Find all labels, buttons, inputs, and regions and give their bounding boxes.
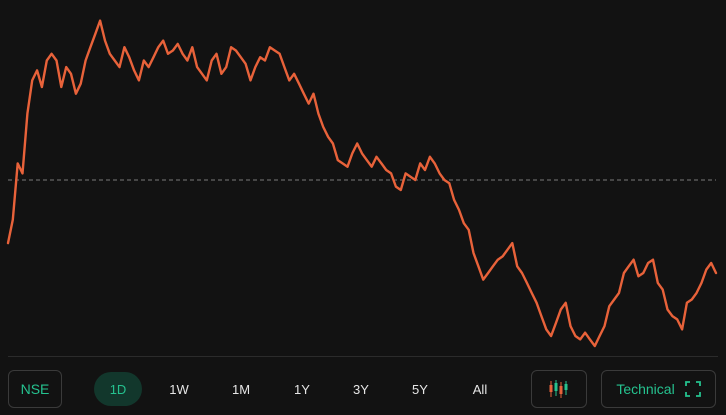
range-all-button[interactable]: All [459,372,501,406]
fullscreen-expand-icon [684,381,701,397]
range-1w-button[interactable]: 1W [158,372,200,406]
range-label: 1D [109,381,127,397]
candlestick-chart-icon [549,380,568,398]
range-label: 1M [231,381,251,397]
range-label: 1Y [294,381,310,397]
chart-toolbar: NSE 1D 1W 1M 1Y 3Y 5Y All Technical [0,357,726,415]
technical-label: Technical [616,381,675,397]
range-1d-button[interactable]: 1D [94,372,142,406]
range-label: 5Y [412,381,428,397]
range-1m-button[interactable]: 1M [220,372,262,406]
price-chart[interactable] [0,0,726,355]
technical-chart-button[interactable]: Technical [601,370,716,408]
range-1y-button[interactable]: 1Y [281,372,323,406]
range-label: All [472,381,488,397]
price-line[interactable] [6,19,718,348]
exchange-label: NSE [20,381,50,397]
range-5y-button[interactable]: 5Y [399,372,441,406]
exchange-button[interactable]: NSE [8,370,62,408]
range-label: 1W [169,381,189,397]
toolbar-divider [8,356,718,357]
range-3y-button[interactable]: 3Y [340,372,382,406]
range-label: 3Y [353,381,369,397]
chart-type-button[interactable] [531,370,587,408]
